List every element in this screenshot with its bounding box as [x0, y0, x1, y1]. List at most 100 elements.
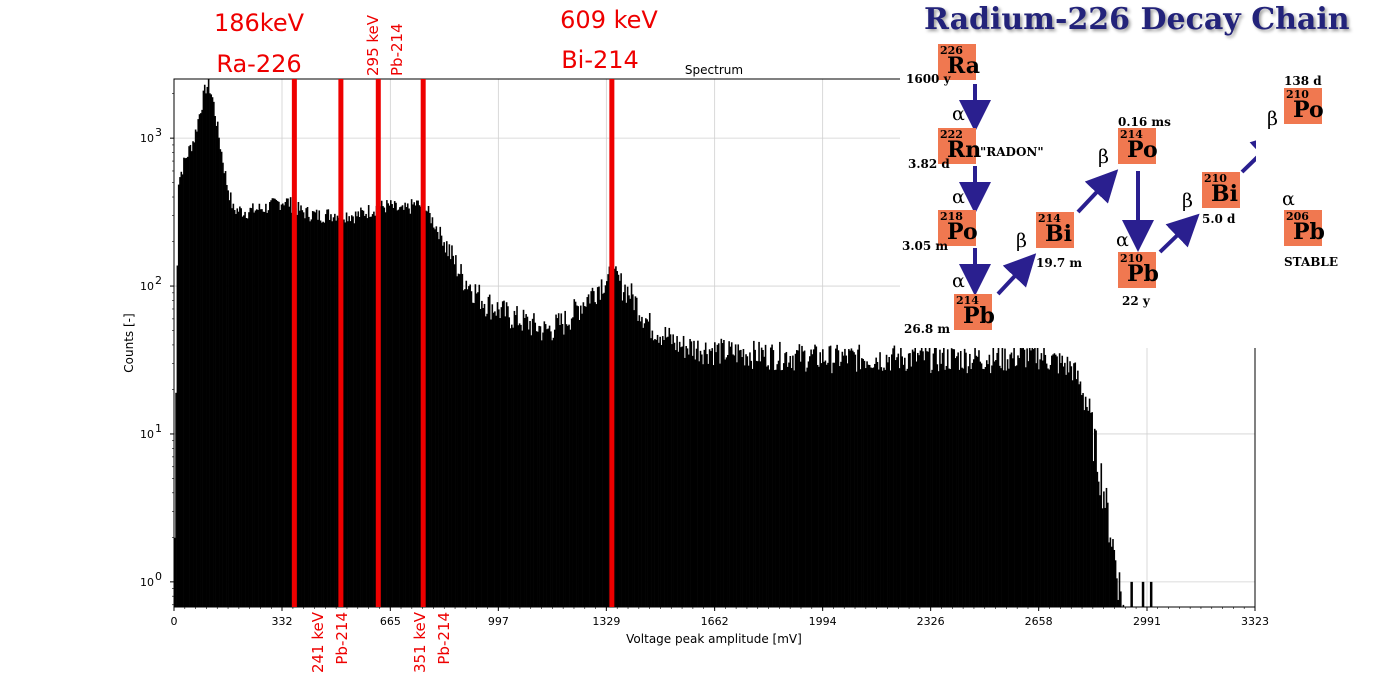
spectrum-bar [1054, 354, 1057, 607]
spectrum-bar [637, 320, 639, 607]
beta-arrow-bi-po [1076, 169, 1119, 214]
spectrum-bar [758, 341, 760, 607]
spectrum-bar [405, 207, 408, 607]
spectrum-bar [534, 322, 537, 607]
x-tick-label: 0 [171, 615, 178, 628]
y-tick-exponent: 3 [155, 126, 162, 139]
spectrum-bar [309, 221, 311, 608]
spectrum-bar [786, 366, 789, 607]
spectrum-bar [306, 207, 309, 607]
spectrum-bar [790, 368, 793, 607]
spectrum-bar [404, 202, 406, 607]
stable-label: STABLE [1284, 255, 1338, 269]
spectrum-bar [874, 363, 876, 607]
nuclide-symbol: Bi [1211, 181, 1238, 207]
spectrum-bar [363, 215, 366, 607]
spectrum-bar [1015, 365, 1018, 607]
spectrum-bar [1075, 379, 1078, 607]
spectrum-bar [1028, 343, 1031, 607]
spectrum-bar [684, 357, 686, 607]
spectrum-bar [848, 349, 850, 607]
nuclide-mass: 210 [1120, 252, 1143, 265]
x-tick-label: 3323 [1241, 615, 1269, 628]
spectrum-bar [572, 317, 574, 607]
annotation-351kev-isotope: Pb-214 [435, 612, 453, 665]
spectrum-bar [833, 362, 836, 607]
spectrum-bar [1101, 508, 1104, 607]
decay-arrows [959, 84, 1256, 296]
spectrum-bar [668, 327, 671, 607]
spectrum-bar [305, 208, 308, 607]
spectrum-bar [406, 203, 409, 607]
spectrum-bar [213, 101, 215, 608]
spectrum-bar [767, 365, 769, 607]
spectrum-bar [613, 268, 616, 607]
spectrum-bar [831, 373, 833, 607]
spectrum-bar [967, 366, 970, 607]
spectrum-bar [369, 216, 371, 607]
nuclide-symbol: Po [1293, 97, 1324, 123]
spectrum-bar [972, 359, 975, 607]
spectrum-bar [434, 229, 436, 608]
annotation-186kev-energy: 186keV [214, 9, 305, 37]
spectrum-bar [353, 223, 356, 607]
spectrum-bar [682, 335, 685, 607]
spectrum-bar [838, 366, 841, 607]
y-tick-label: 10 [140, 280, 154, 293]
spectrum-bar [823, 361, 825, 607]
spectrum-bar [680, 347, 682, 607]
spectrum-bar [802, 351, 805, 607]
spectrum-bar [573, 299, 576, 607]
spectrum-bar [957, 352, 959, 607]
spectrum-bar [1086, 406, 1088, 607]
spectrum-bar [861, 358, 863, 607]
spectrum-bar [810, 349, 812, 607]
spectrum-bar [465, 280, 468, 607]
spectrum-bar [849, 350, 851, 607]
spectrum-bar [559, 325, 561, 607]
halflife-ra226: 1600 y [906, 72, 951, 86]
spectrum-bar [1034, 342, 1036, 607]
spectrum-bar [629, 298, 632, 607]
spectrum-bar [926, 351, 928, 607]
spectrum-bar [200, 113, 202, 608]
nuclide-symbol: Rn [947, 137, 982, 163]
spectrum-bar [690, 341, 693, 607]
spectrum-bar [1088, 398, 1091, 607]
spectrum-bar [615, 266, 617, 607]
spectrum-bar [578, 319, 581, 607]
spectrum-bar [837, 350, 840, 607]
spectrum-bar [650, 338, 652, 607]
spectrum-bar [1095, 430, 1097, 607]
spectrum-bar [531, 318, 534, 607]
spectrum-bar [331, 221, 334, 607]
spectrum-bar [864, 368, 867, 607]
spectrum-bar [330, 214, 332, 607]
spectrum-bar [674, 350, 677, 607]
spectrum-bar [589, 303, 591, 607]
spectrum-bar [177, 184, 180, 607]
spectrum-bar [624, 284, 626, 607]
spectrum-bar [975, 355, 978, 607]
spectrum-bar [245, 218, 248, 607]
spectrum-bar [1051, 355, 1053, 607]
spectrum-bar [604, 285, 607, 607]
spectrum-bar [867, 364, 870, 607]
spectrum-bar [907, 353, 910, 607]
nuclide-po210: 210 Po [1284, 88, 1324, 124]
spectrum-bar [218, 137, 220, 607]
annotation-241kev-isotope: Pb-214 [333, 612, 351, 665]
spectrum-bar [775, 369, 777, 607]
spectrum-bar [357, 211, 360, 607]
spectrum-bar [819, 352, 822, 607]
x-axis-label: Voltage peak amplitude [mV] [626, 632, 802, 646]
spectrum-bar [231, 208, 233, 607]
spectrum-bar [348, 216, 350, 607]
spectrum-bar [417, 200, 419, 608]
spectrum-bar [436, 231, 439, 607]
spectrum-bar [818, 366, 820, 607]
spectrum-bar [466, 289, 469, 607]
spectrum-bar [1080, 395, 1083, 607]
spectrum-bar [924, 347, 927, 607]
spectrum-bar [881, 370, 884, 607]
